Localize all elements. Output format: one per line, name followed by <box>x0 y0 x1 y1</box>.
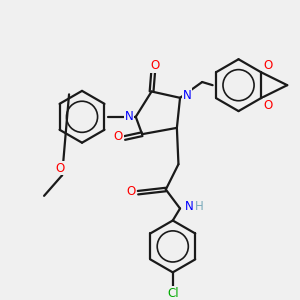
Text: O: O <box>114 130 123 143</box>
Text: O: O <box>263 99 273 112</box>
Text: H: H <box>195 200 204 213</box>
Text: Cl: Cl <box>167 287 178 300</box>
Text: O: O <box>150 59 159 72</box>
Text: O: O <box>263 59 273 72</box>
Text: N: N <box>183 89 191 102</box>
Text: N: N <box>124 110 133 123</box>
Text: O: O <box>55 162 64 175</box>
Text: N: N <box>185 200 194 213</box>
Text: O: O <box>126 184 136 198</box>
